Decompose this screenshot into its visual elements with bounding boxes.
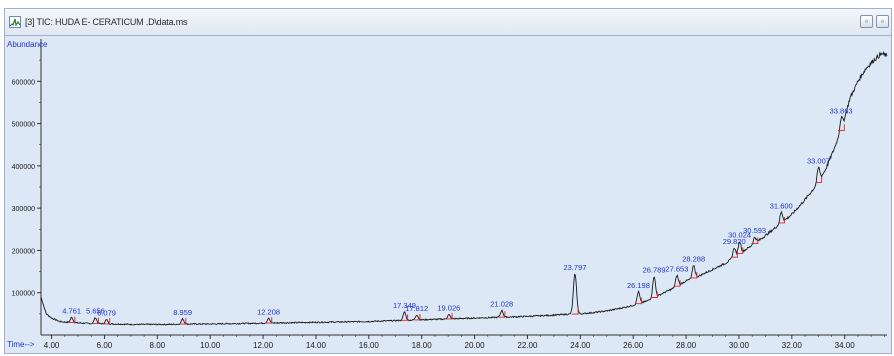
x-tick-label: 24.00: [570, 341, 591, 350]
restore-button[interactable]: ▫: [860, 15, 873, 28]
peak-label: 26.198: [627, 281, 650, 290]
restore-icon: ▫: [865, 17, 868, 26]
peak-label: 8.959: [173, 308, 192, 317]
peak-label: 6.079: [97, 309, 116, 318]
x-tick-label: 26.00: [623, 341, 644, 350]
x-tick-label: 6.00: [97, 341, 113, 350]
close-icon: ▫: [881, 17, 884, 26]
x-tick-label: 10.00: [200, 341, 221, 350]
peak-baseline-marker: [673, 280, 681, 287]
y-tick-label: 100000: [12, 291, 35, 298]
peak-label: 12.208: [257, 307, 280, 316]
x-tick-label: 4.00: [44, 341, 60, 350]
peak-baseline-marker: [265, 317, 273, 324]
peak-baseline-marker: [736, 247, 744, 254]
x-tick-label: 8.00: [150, 341, 166, 350]
peak-baseline-marker: [815, 176, 823, 183]
close-button[interactable]: ▫: [876, 15, 889, 28]
peak-baseline-marker: [690, 271, 698, 279]
x-tick-label: 16.00: [359, 341, 380, 350]
x-tick-label: 12.00: [253, 341, 274, 350]
peak-label: 19.026: [437, 304, 460, 313]
peak-baseline-marker: [650, 291, 658, 298]
y-tick-label: 400000: [12, 164, 35, 171]
peak-label: 17.349: [393, 301, 416, 310]
x-tick-label: 20.00: [465, 341, 486, 350]
peak-label: 29.820: [723, 237, 746, 246]
peak-baseline-marker: [571, 308, 579, 315]
peak-label: 31.600: [770, 201, 793, 210]
peak-baseline-marker: [837, 124, 845, 131]
chromatogram-window: [3] TIC: HUDA E- CERATICUM .D\data.ms ▫ …: [4, 8, 892, 354]
peak-baseline-marker: [92, 317, 99, 325]
y-axis-label: Abundance: [7, 40, 48, 49]
chromatogram-icon: [9, 16, 21, 28]
peak-baseline-marker: [751, 237, 759, 244]
peak-label: 33.007: [807, 157, 830, 166]
peak-label: 30.593: [743, 226, 766, 235]
peak-baseline-marker: [401, 314, 409, 321]
peak-label: 17.812: [405, 304, 428, 313]
x-tick-label: 18.00: [412, 341, 433, 350]
peak-baseline-marker: [413, 313, 421, 321]
y-tick-label: 500000: [12, 122, 35, 129]
x-axis-label: Time-->: [7, 340, 35, 349]
peak-baseline-marker: [778, 216, 785, 224]
peak-label: 28.288: [682, 254, 705, 263]
peak-label: 21.028: [490, 299, 513, 308]
x-tick-label: 32.00: [782, 341, 803, 350]
peak-baseline-marker: [445, 312, 453, 320]
peak-label: 30.024: [728, 231, 751, 240]
x-tick-label: 28.00: [676, 341, 697, 350]
y-tick-label: 300000: [12, 206, 35, 213]
peak-baseline-marker: [179, 318, 187, 325]
x-tick-label: 34.00: [835, 341, 856, 350]
peak-baseline-marker: [498, 311, 506, 318]
x-tick-label: 22.00: [517, 341, 538, 350]
window-titlebar: [3] TIC: HUDA E- CERATICUM .D\data.ms ▫ …: [5, 9, 891, 36]
x-tick-label: 14.00: [306, 341, 327, 350]
x-tick-label: 30.00: [729, 341, 750, 350]
y-tick-label: 600000: [12, 79, 35, 86]
peak-baseline-marker: [68, 316, 76, 323]
tic-trace: [40, 50, 888, 326]
peak-label: 26.789: [643, 265, 666, 274]
peak-label: 33.863: [830, 107, 853, 116]
peak-baseline-marker: [635, 297, 643, 305]
y-tick-label: 200000: [12, 248, 35, 255]
plot-area: [41, 39, 887, 335]
peak-label: 23.797: [563, 263, 586, 272]
window-title: [3] TIC: HUDA E- CERATICUM .D\data.ms: [25, 17, 188, 27]
chromatogram-plot: 4.00 6.00 8.00 10.00 12.00 14.00 16.00 18.00 20.…: [7, 39, 888, 350]
peak-label: 4.761: [62, 306, 81, 315]
peak-label: 27.653: [665, 265, 688, 274]
peak-label: 5.656: [86, 307, 105, 316]
peak-baseline-marker: [103, 317, 111, 325]
